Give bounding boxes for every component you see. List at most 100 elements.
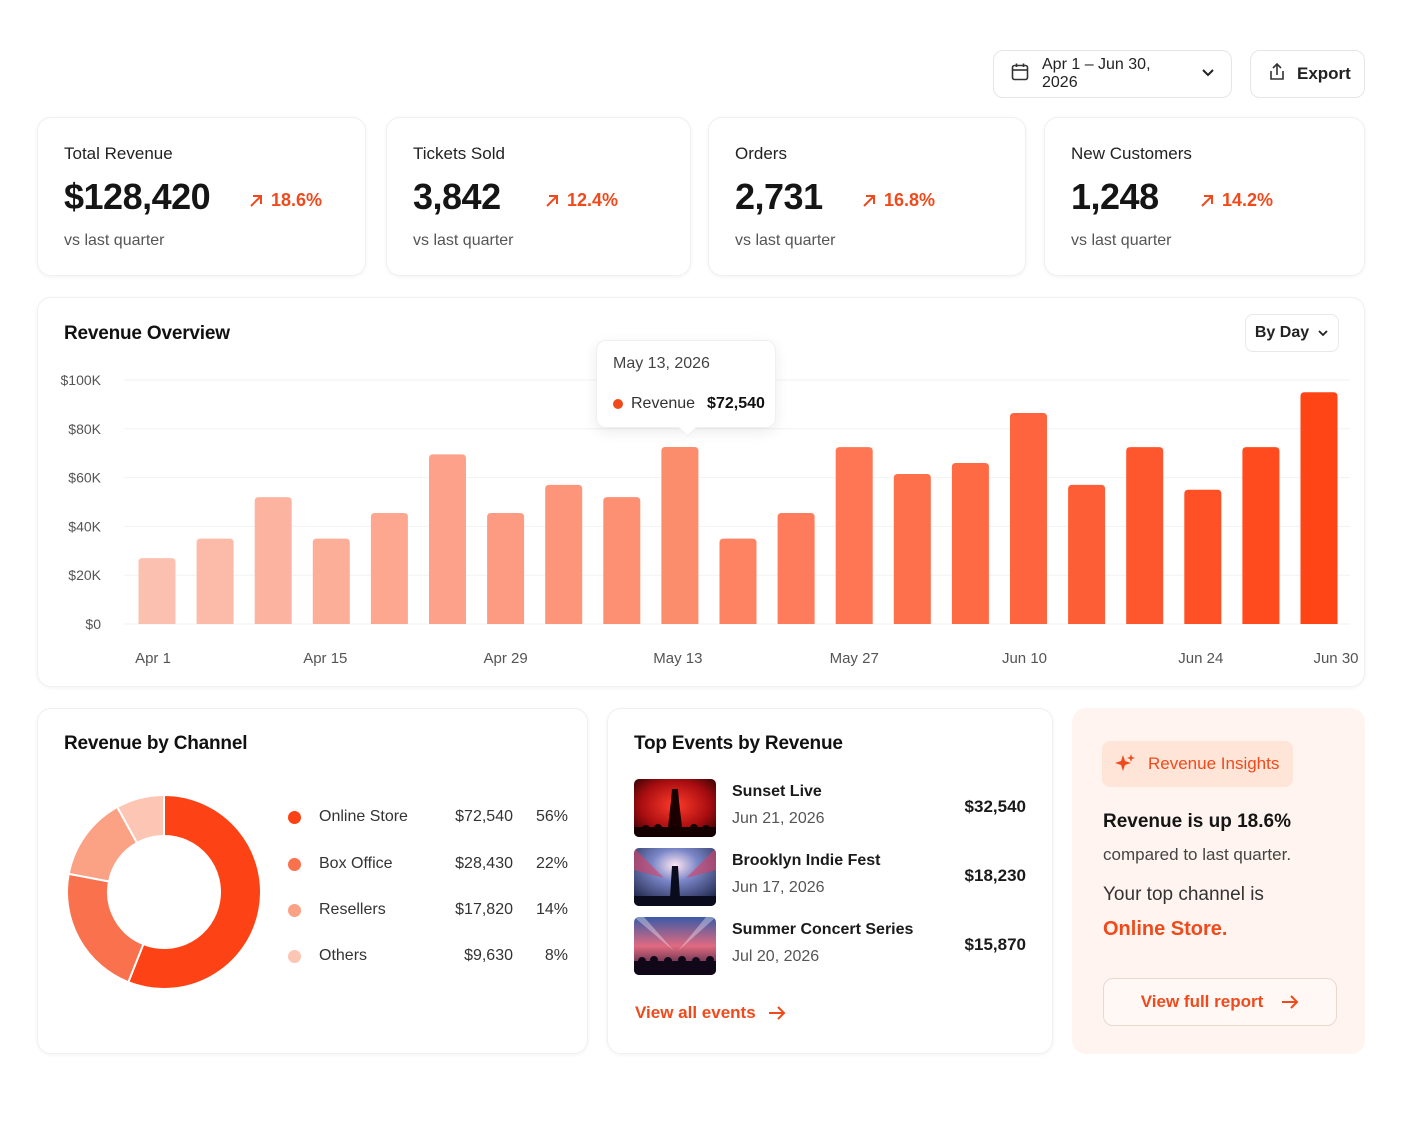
revenue-bar-chart: $100K $80K $60K $40K $20K $0 Apr 1 Apr 15 Apr 29… xyxy=(61,372,1359,667)
revenue-bar[interactable] xyxy=(196,538,234,624)
kpi-value: $128,420 xyxy=(64,176,211,217)
revenue-bar[interactable] xyxy=(603,497,641,624)
event-date: Jun 17, 2026 xyxy=(732,879,825,896)
insights-label: Revenue Insights xyxy=(1148,754,1280,773)
kpi-card-new-customers: New Customers 1,248 14.2% vs last quarte… xyxy=(1044,117,1365,276)
arrow-up-right-icon xyxy=(1201,194,1213,207)
revenue-bar[interactable] xyxy=(370,512,408,624)
legend-amount: $72,540 xyxy=(455,808,513,825)
revenue-bar[interactable] xyxy=(1300,392,1338,624)
revenue-bar[interactable] xyxy=(777,512,815,624)
legend-dot xyxy=(288,903,301,917)
kpi-subtext: vs last quarter xyxy=(735,232,836,249)
revenue-bar[interactable] xyxy=(1010,412,1047,624)
x-tick-label: Apr 29 xyxy=(483,650,527,667)
revenue-overview-title: Revenue Overview xyxy=(64,323,230,344)
export-label: Export xyxy=(1297,64,1351,83)
view-full-report-label: View full report xyxy=(1140,992,1264,1011)
kpi-change: 16.8% xyxy=(862,190,935,211)
revenue-bar[interactable] xyxy=(545,484,583,624)
arrow-right-icon xyxy=(768,1006,786,1020)
x-tick-label: May 13 xyxy=(653,650,702,667)
revenue-bar[interactable] xyxy=(951,462,989,624)
export-button[interactable]: Export xyxy=(1250,50,1365,98)
revenue-bar[interactable] xyxy=(835,447,873,624)
donut-slice xyxy=(115,793,165,845)
tooltip-row: Revenue $72,540 xyxy=(613,395,765,413)
chevron-down-icon xyxy=(1201,65,1215,84)
revenue-bar[interactable] xyxy=(312,538,350,624)
insights-badge: Revenue Insights xyxy=(1102,741,1293,787)
legend-row-others: Others $9,630 8% xyxy=(288,944,568,968)
legend-dot xyxy=(288,857,301,871)
y-tick-label: $60K xyxy=(68,470,101,486)
view-full-report-button[interactable]: View full report xyxy=(1103,978,1337,1026)
y-tick-label: $80K xyxy=(68,421,101,437)
kpi-card-orders: Orders 2,731 16.8% vs last quarter xyxy=(708,117,1026,276)
date-range-picker[interactable]: Apr 1 – Jun 30, 2026 xyxy=(993,50,1232,98)
event-row[interactable]: Summer Concert Series Jul 20, 2026 $15,8… xyxy=(634,917,1026,977)
x-tick-label: Jun 24 xyxy=(1178,650,1223,667)
legend-percent: 8% xyxy=(544,947,568,964)
revenue-bar[interactable] xyxy=(487,512,525,624)
revenue-by-channel-card: Revenue by Channel Online Store $72,540 … xyxy=(37,708,588,1054)
kpi-subtext: vs last quarter xyxy=(1071,232,1172,249)
revenue-bar[interactable] xyxy=(138,558,176,624)
event-date: Jun 21, 2026 xyxy=(732,810,825,827)
x-tick-label: Jun 30 xyxy=(1313,650,1358,667)
kpi-change: 14.2% xyxy=(1200,190,1273,211)
revenue-overview-card: Revenue Overview By Day $100K $80K $60K $40… xyxy=(37,297,1365,687)
revenue-bar[interactable] xyxy=(1184,489,1222,624)
event-revenue: $15,870 xyxy=(964,935,1026,954)
kpi-subtext: vs last quarter xyxy=(413,232,514,249)
y-tick-label: $20K xyxy=(68,567,101,583)
calendar-icon xyxy=(1010,62,1030,87)
kpi-label: Total Revenue xyxy=(64,144,173,163)
legend-amount: $17,820 xyxy=(455,901,513,918)
kpi-label: New Customers xyxy=(1071,144,1192,163)
legend-dot xyxy=(288,949,301,963)
revenue-bar[interactable] xyxy=(1068,484,1106,624)
events-title: Top Events by Revenue xyxy=(634,733,843,754)
legend-amount: $9,630 xyxy=(464,947,513,964)
series-dot xyxy=(613,399,623,409)
legend-name: Box Office xyxy=(319,855,393,872)
kpi-card-tickets-sold: Tickets Sold 3,842 12.4% vs last quarter xyxy=(386,117,691,276)
event-name: Summer Concert Series xyxy=(732,921,914,938)
channel-title: Revenue by Channel xyxy=(64,733,248,754)
revenue-bar[interactable] xyxy=(893,473,931,624)
tooltip-date: May 13, 2026 xyxy=(613,355,710,372)
revenue-bar[interactable] xyxy=(661,447,699,624)
x-tick-label: Jun 10 xyxy=(1002,650,1047,667)
revenue-bar[interactable] xyxy=(429,454,466,624)
legend-row-box-office: Box Office $28,430 22% xyxy=(288,852,568,876)
view-all-events-label: View all events xyxy=(635,1003,756,1022)
chart-tooltip: May 13, 2026 Revenue $72,540 xyxy=(596,340,776,428)
kpi-subtext: vs last quarter xyxy=(64,232,165,249)
insights-top-channel: Online Store. xyxy=(1103,918,1228,940)
view-all-events-link[interactable]: View all events xyxy=(635,1003,786,1023)
arrow-right-icon xyxy=(1282,995,1299,1009)
y-tick-label: $100K xyxy=(61,372,102,388)
kpi-value: 2,731 xyxy=(735,176,823,217)
event-row[interactable]: Sunset Live Jun 21, 2026 $32,540 xyxy=(634,779,1026,839)
event-row[interactable]: Brooklyn Indie Fest Jun 17, 2026 $18,230 xyxy=(634,848,1026,908)
granularity-select[interactable]: By Day xyxy=(1245,314,1339,352)
tooltip-value: $72,540 xyxy=(707,395,765,412)
revenue-bar[interactable] xyxy=(719,538,757,624)
export-icon xyxy=(1267,62,1287,87)
granularity-label: By Day xyxy=(1254,324,1310,341)
revenue-bar[interactable] xyxy=(1126,447,1164,624)
revenue-bar[interactable] xyxy=(1242,447,1280,624)
revenue-bar[interactable] xyxy=(254,497,292,624)
kpi-change: 18.6% xyxy=(249,190,322,211)
donut-slice xyxy=(66,872,145,984)
x-tick-label: Apr 15 xyxy=(303,650,347,667)
legend-row-resellers: Resellers $17,820 14% xyxy=(288,898,568,922)
event-date: Jul 20, 2026 xyxy=(732,948,820,965)
arrow-up-right-icon xyxy=(546,194,558,207)
arrow-up-right-icon xyxy=(863,194,875,207)
event-thumbnail xyxy=(634,917,716,975)
event-thumbnail xyxy=(634,848,716,906)
revenue-insights-card: Revenue Insights Revenue is up 18.6% com… xyxy=(1072,708,1365,1054)
